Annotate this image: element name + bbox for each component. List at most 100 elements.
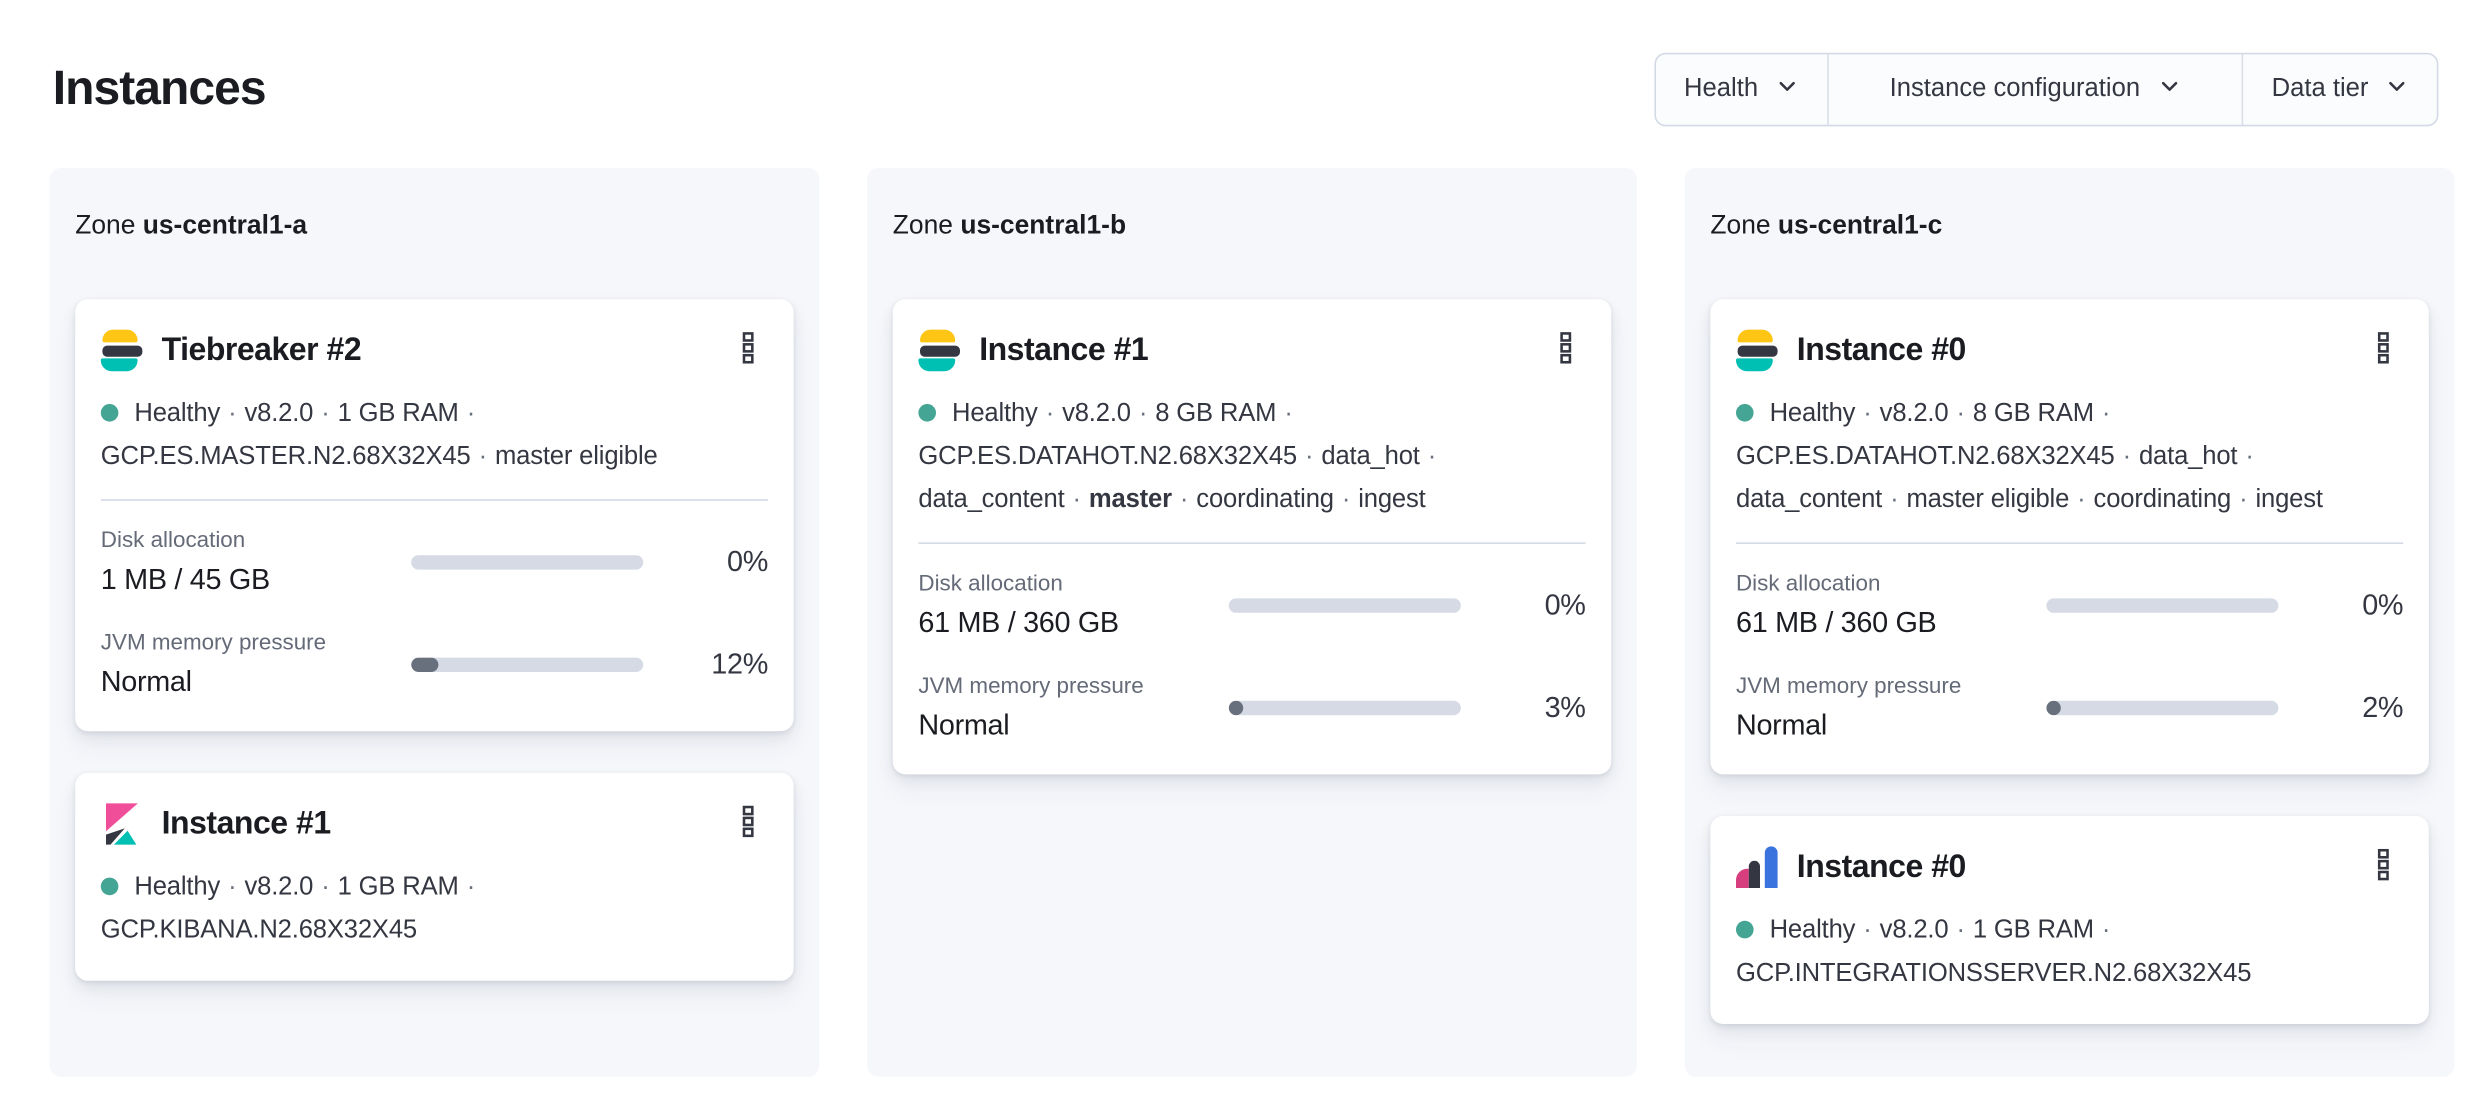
- meta-segment: GCP.ES.DATAHOT.N2.68X32X45: [1736, 443, 2115, 471]
- instance-meta: Healthy · v8.2.0 · 1 GB RAM · GCP.ES.MASTER.N2…: [100, 392, 768, 478]
- instance-meta-line: GCP.INTEGRATIONSSERVER.N2.68X32X45: [1736, 952, 2403, 995]
- meta-segment: v8.2.0: [244, 873, 314, 901]
- chevron-down-icon: [2386, 74, 2408, 104]
- meta-segment: v8.2.0: [1879, 916, 1949, 944]
- meta-separator: ·: [2077, 486, 2086, 514]
- meta-segment: Healthy: [134, 400, 221, 428]
- kibana-logo-icon: [101, 803, 143, 845]
- meta-separator: ·: [2245, 443, 2254, 471]
- health-status-dot: [100, 877, 119, 896]
- metric-label: Disk allocation: [100, 526, 246, 552]
- instance-card-header: Instance #0: [1736, 329, 2404, 372]
- instance-card-header: Instance #1: [101, 803, 768, 845]
- metric-info: Disk allocation 61 MB / 360 GB: [918, 568, 1228, 643]
- meta-segment: Healthy: [1769, 916, 1856, 944]
- meta-separator: ·: [1072, 486, 1082, 514]
- instance-card: Tiebreaker #2 Healthy · v8.2.0 · 1 GB RAM · GCP…: [75, 299, 794, 732]
- instance-title: Instance #0: [1796, 849, 1967, 885]
- zone-panel-us-central1-c: Zone us-central1-c Instance #0 Healthy · v8.…: [1684, 168, 2455, 1077]
- meta-segment: 1 GB RAM: [337, 400, 459, 428]
- metric-value: 61 MB / 360 GB: [1736, 606, 1937, 639]
- filter-group: Health Instance configuration Data tier: [1653, 52, 2439, 127]
- meta-separator: ·: [1341, 486, 1351, 514]
- meta-segment: master eligible: [494, 443, 658, 471]
- metric-label: JVM memory pressure: [100, 628, 327, 655]
- instance-meta-line: data_content · master eligible · coordinatin…: [1736, 478, 2403, 521]
- meta-separator: ·: [1863, 400, 1872, 428]
- meta-segment: 1 GB RAM: [1972, 916, 2094, 944]
- meta-separator: ·: [466, 873, 476, 901]
- metric-label: JVM memory pressure: [1736, 672, 1962, 698]
- instance-menu-button[interactable]: [1544, 330, 1586, 372]
- metric-label: Disk allocation: [1736, 569, 1881, 596]
- instance-title: Tiebreaker #2: [161, 332, 362, 368]
- filter-label: Health: [1684, 75, 1759, 103]
- zone-label: Zone us-central1-c: [1710, 210, 2428, 242]
- health-status-dot: [918, 404, 936, 422]
- progress-bar-fill: [2046, 700, 2061, 716]
- instance-menu-button[interactable]: [726, 803, 768, 845]
- instance-meta-line: data_content · master · coordinating · ingest: [918, 478, 1585, 521]
- meta-separator: ·: [2101, 916, 2111, 944]
- meta-segment: v8.2.0: [1062, 400, 1131, 428]
- progress-bar: [1228, 700, 1461, 716]
- meta-segment: data_hot: [1321, 443, 1420, 471]
- instance-meta-line: Healthy · v8.2.0 · 8 GB RAM ·: [1736, 392, 2403, 435]
- meta-separator: ·: [466, 400, 476, 428]
- progress-bar-fill: [1228, 700, 1244, 716]
- instance-meta: Healthy · v8.2.0 · 1 GB RAM · GCP.INTEGRATIONS…: [1736, 909, 2403, 995]
- elasticsearch-logo-icon: [100, 329, 143, 372]
- meta-segment: data_content: [1736, 486, 1883, 514]
- filter-button-instance-configuration[interactable]: Instance configuration: [1826, 54, 2241, 125]
- filter-label: Data tier: [2271, 75, 2369, 103]
- meta-separator: ·: [1284, 400, 1293, 428]
- instance-meta-line: Healthy · v8.2.0 · 1 GB RAM ·: [1736, 909, 2403, 952]
- meta-segment: Healthy: [952, 400, 1038, 428]
- zone-label-prefix: Zone: [75, 211, 136, 240]
- zone-panel-us-central1-b: Zone us-central1-b Instance #1 Healthy · v8.…: [867, 168, 1637, 1077]
- meta-separator: ·: [478, 443, 488, 471]
- instance-menu-button[interactable]: [2362, 330, 2404, 372]
- instance-meta-line: Healthy · v8.2.0 · 1 GB RAM ·: [100, 392, 768, 435]
- instance-title: Instance #1: [979, 332, 1149, 368]
- metric-info: JVM memory pressure Normal: [918, 670, 1228, 745]
- health-status-dot: [100, 404, 119, 422]
- meta-segment: coordinating: [2093, 486, 2232, 514]
- instance-title: Instance #1: [161, 806, 332, 842]
- meta-separator: ·: [1179, 486, 1189, 514]
- meta-separator: ·: [2122, 443, 2132, 471]
- metric-info: JVM memory pressure Normal: [101, 627, 411, 702]
- elasticsearch-logo-icon: [918, 329, 960, 372]
- metric-percent: 12%: [711, 648, 768, 680]
- boxes-vertical-icon: [734, 805, 761, 843]
- instance-menu-button[interactable]: [726, 330, 768, 372]
- metric-label: Disk allocation: [918, 569, 1063, 596]
- metric-value: Normal: [918, 708, 1010, 741]
- meta-separator: ·: [321, 873, 330, 901]
- filter-button-health[interactable]: Health: [1655, 54, 1827, 124]
- meta-segment: ingest: [1358, 486, 1426, 514]
- instance-menu-button[interactable]: [2362, 846, 2404, 888]
- instance-card-header: Instance #0: [1736, 846, 2403, 888]
- instance-meta: Healthy · v8.2.0 · 1 GB RAM · GCP.KIBANA.N2.68…: [100, 866, 768, 952]
- divider: [100, 499, 769, 501]
- meta-segment: ingest: [2255, 486, 2324, 514]
- meta-segment: master: [1088, 486, 1172, 514]
- metric-row: Disk allocation 61 MB / 360 GB 0%: [1736, 568, 2404, 643]
- meta-separator: ·: [1045, 400, 1055, 428]
- instance-meta: Healthy · v8.2.0 · 8 GB RAM · GCP.ES.DATAHOT.N…: [1736, 392, 2403, 522]
- zone-label: Zone us-central1-b: [893, 210, 1611, 242]
- health-status-dot: [1736, 404, 1754, 422]
- filter-button-data-tier[interactable]: Data tier: [2241, 54, 2437, 125]
- instance-meta-line: GCP.ES.DATAHOT.N2.68X32X45 · data_hot ·: [1736, 435, 2403, 478]
- progress-bar: [411, 657, 644, 672]
- meta-segment: GCP.KIBANA.N2.68X32X45: [100, 916, 418, 944]
- divider: [1736, 542, 2404, 544]
- metric-row: JVM memory pressure Normal 2%: [1736, 670, 2404, 745]
- metric-value: 1 MB / 45 GB: [100, 563, 270, 596]
- meta-separator: ·: [228, 400, 237, 428]
- zone-name: us-central1-b: [960, 211, 1127, 240]
- meta-separator: ·: [1305, 443, 1314, 471]
- health-status-dot: [1736, 920, 1754, 939]
- metric-percent: 0%: [2362, 588, 2404, 621]
